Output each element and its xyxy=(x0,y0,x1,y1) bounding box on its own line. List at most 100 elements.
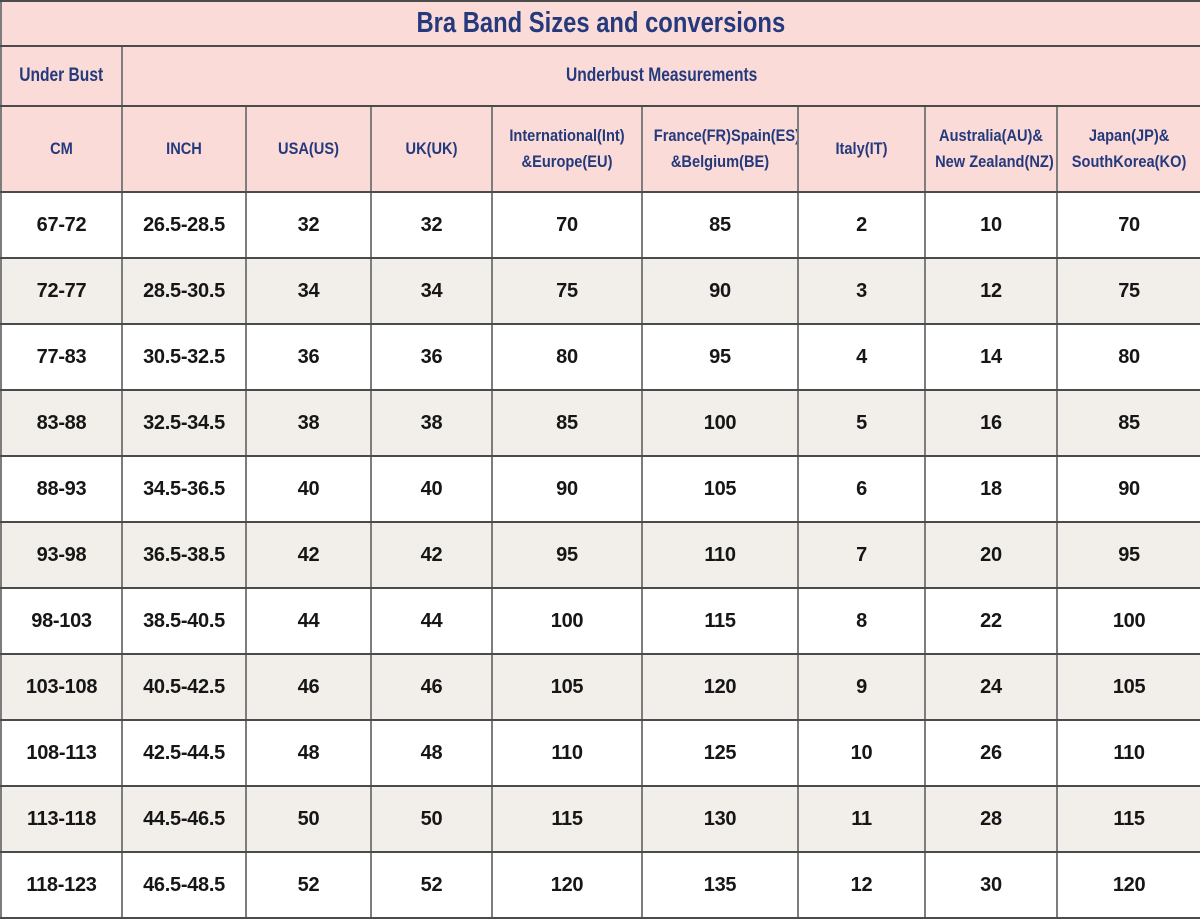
table-cell-france-spain-belgium: 85 xyxy=(641,191,799,259)
table-cell-inch: 28.5-30.5 xyxy=(121,257,247,325)
column-header-line: France(FR)Spain(ES) xyxy=(653,125,798,145)
table-cell-australia-newzealand: 14 xyxy=(924,323,1058,391)
table-cell-international-europe: 75 xyxy=(491,257,643,325)
column-header-cm: CM xyxy=(0,105,123,193)
table-cell-international-europe: 95 xyxy=(491,521,643,589)
table-cell-international-europe: 90 xyxy=(491,455,643,523)
table-cell-uk: 46 xyxy=(370,653,493,721)
table-cell-inch: 34.5-36.5 xyxy=(121,455,247,523)
table-cell-international-europe: 110 xyxy=(491,719,643,787)
table-cell-inch: 44.5-46.5 xyxy=(121,785,247,853)
table-cell-inch: 30.5-32.5 xyxy=(121,323,247,391)
table-cell-international-europe: 105 xyxy=(491,653,643,721)
table-cell-australia-newzealand: 24 xyxy=(924,653,1058,721)
table-cell-australia-newzealand: 28 xyxy=(924,785,1058,853)
table-row: 118-123 46.5-48.5 52 52 120 135 12 30 120 xyxy=(0,851,1200,919)
table-cell-cm: 118-123 xyxy=(0,851,123,919)
column-header-line: USA(US) xyxy=(278,138,339,158)
table-cell-cm: 72-77 xyxy=(0,257,123,325)
title-row: Bra Band Sizes and conversions xyxy=(0,0,1200,47)
table-cell-uk: 36 xyxy=(370,323,493,391)
table-cell-uk: 32 xyxy=(370,191,493,259)
table-cell-australia-newzealand: 12 xyxy=(924,257,1058,325)
table-cell-france-spain-belgium: 125 xyxy=(641,719,799,787)
table-cell-france-spain-belgium: 95 xyxy=(641,323,799,391)
table-cell-inch: 46.5-48.5 xyxy=(121,851,247,919)
column-header-inch: INCH xyxy=(121,105,247,193)
column-header-australia-newzealand: Australia(AU)& New Zealand(NZ) xyxy=(924,105,1058,193)
column-header-japan-southkorea: Japan(JP)& SouthKorea(KO) xyxy=(1055,105,1200,193)
table-cell-italy: 9 xyxy=(797,653,926,721)
table-cell-international-europe: 120 xyxy=(491,851,643,919)
table-cell-inch: 32.5-34.5 xyxy=(121,389,247,457)
table-cell-inch: 36.5-38.5 xyxy=(121,521,247,589)
table-cell-usa: 46 xyxy=(245,653,372,721)
table-cell-usa: 48 xyxy=(245,719,372,787)
table-cell-australia-newzealand: 16 xyxy=(924,389,1058,457)
table-cell-italy: 5 xyxy=(797,389,926,457)
column-header-line: SouthKorea(KO) xyxy=(1071,152,1187,171)
table-row: 103-108 40.5-42.5 46 46 105 120 9 24 105 xyxy=(0,653,1200,721)
column-header-line: Italy(IT) xyxy=(835,138,888,158)
column-header-line: Japan(JP)& xyxy=(1088,125,1170,145)
table-row: 108-113 42.5-44.5 48 48 110 125 10 26 110 xyxy=(0,719,1200,787)
table-cell-australia-newzealand: 18 xyxy=(924,455,1058,523)
table-cell-italy: 6 xyxy=(797,455,926,523)
table-cell-australia-newzealand: 30 xyxy=(924,851,1058,919)
table-cell-international-europe: 100 xyxy=(491,587,643,655)
column-header-international-europe: International(Int) &Europe(EU) xyxy=(491,105,643,193)
table-row: 88-93 34.5-36.5 40 40 90 105 6 18 90 xyxy=(0,455,1200,523)
column-header-italy: Italy(IT) xyxy=(797,105,926,193)
table-cell-france-spain-belgium: 105 xyxy=(641,455,799,523)
table-cell-japan-southkorea: 115 xyxy=(1055,785,1200,853)
column-header-uk: UK(UK) xyxy=(370,105,493,193)
table-cell-australia-newzealand: 26 xyxy=(924,719,1058,787)
table-row: 98-103 38.5-40.5 44 44 100 115 8 22 100 xyxy=(0,587,1200,655)
column-header-line: CM xyxy=(50,138,73,158)
table-cell-uk: 34 xyxy=(370,257,493,325)
table-cell-italy: 4 xyxy=(797,323,926,391)
table-cell-italy: 8 xyxy=(797,587,926,655)
table-cell-cm: 67-72 xyxy=(0,191,123,259)
column-header-line: UK(UK) xyxy=(405,138,458,158)
column-header-line: &Belgium(BE) xyxy=(670,152,770,171)
table-cell-uk: 50 xyxy=(370,785,493,853)
table-cell-italy: 10 xyxy=(797,719,926,787)
column-header-row: CM INCH USA(US) UK(UK) International(Int) &Eu… xyxy=(0,105,1200,193)
table-cell-italy: 3 xyxy=(797,257,926,325)
table-cell-japan-southkorea: 110 xyxy=(1055,719,1200,787)
underbust-measurements-header: Underbust Measurements xyxy=(565,65,758,86)
table-cell-france-spain-belgium: 120 xyxy=(641,653,799,721)
table-cell-uk: 52 xyxy=(370,851,493,919)
table-cell-australia-newzealand: 20 xyxy=(924,521,1058,589)
column-header-usa: USA(US) xyxy=(245,105,372,193)
table-body: 67-72 26.5-28.5 32 32 70 85 2 10 70 72-77 28.5-30.… xyxy=(0,191,1200,919)
table-cell-international-europe: 115 xyxy=(491,785,643,853)
table-cell-japan-southkorea: 80 xyxy=(1055,323,1200,391)
table-cell-japan-southkorea: 105 xyxy=(1055,653,1200,721)
under-bust-header: Under Bust xyxy=(19,65,104,86)
table-cell-italy: 7 xyxy=(797,521,926,589)
table-cell-japan-southkorea: 70 xyxy=(1055,191,1200,259)
table-cell-usa: 40 xyxy=(245,455,372,523)
table-cell-france-spain-belgium: 100 xyxy=(641,389,799,457)
group-header-row: Under Bust Underbust Measurements xyxy=(0,45,1200,107)
table-cell-japan-southkorea: 90 xyxy=(1055,455,1200,523)
table-cell-japan-southkorea: 100 xyxy=(1055,587,1200,655)
table-cell-cm: 83-88 xyxy=(0,389,123,457)
table-cell-australia-newzealand: 10 xyxy=(924,191,1058,259)
table-cell-australia-newzealand: 22 xyxy=(924,587,1058,655)
column-header-line: &Europe(EU) xyxy=(521,152,613,171)
table-cell-inch: 38.5-40.5 xyxy=(121,587,247,655)
table-cell-international-europe: 80 xyxy=(491,323,643,391)
table-row: 93-98 36.5-38.5 42 42 95 110 7 20 95 xyxy=(0,521,1200,589)
table-cell-uk: 44 xyxy=(370,587,493,655)
table-cell-cm: 113-118 xyxy=(0,785,123,853)
table-cell-france-spain-belgium: 135 xyxy=(641,851,799,919)
table-cell-japan-southkorea: 85 xyxy=(1055,389,1200,457)
table-cell-cm: 93-98 xyxy=(0,521,123,589)
table-cell-italy: 12 xyxy=(797,851,926,919)
table-cell-france-spain-belgium: 110 xyxy=(641,521,799,589)
under-bust-header-cell: Under Bust xyxy=(0,45,123,107)
table-cell-usa: 32 xyxy=(245,191,372,259)
